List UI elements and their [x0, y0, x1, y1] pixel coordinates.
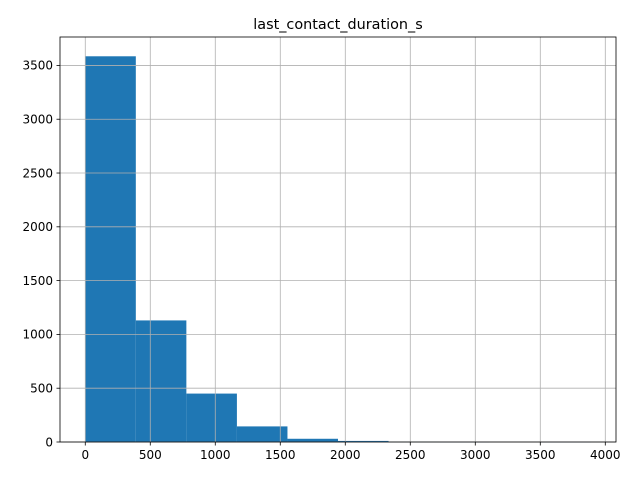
- axes-layer: [59, 36, 617, 443]
- y-tick-label: 1500: [22, 274, 53, 288]
- histogram-bar: [287, 438, 338, 442]
- histogram-bar: [135, 320, 187, 442]
- x-tick-label: 500: [139, 448, 162, 462]
- histogram-bar: [236, 426, 288, 442]
- histogram-bar: [85, 56, 136, 443]
- chart-title: last_contact_duration_s: [253, 17, 422, 33]
- histogram-bar: [338, 440, 389, 442]
- bars-layer: [85, 56, 591, 443]
- x-tick-label: 2500: [395, 448, 426, 462]
- x-tick-label: 3500: [525, 448, 556, 462]
- x-tick-label: 1000: [200, 448, 231, 462]
- x-tick-label: 2000: [330, 448, 361, 462]
- x-tick-label: 0: [81, 448, 89, 462]
- y-tick-label: 2000: [22, 220, 53, 234]
- y-tick-label: 2500: [22, 166, 53, 180]
- axes-frame: [59, 36, 617, 443]
- x-tick-label: 4000: [590, 448, 621, 462]
- y-tick-label: 1000: [22, 328, 53, 342]
- y-tick-label: 3000: [22, 113, 53, 127]
- y-tick-label: 0: [45, 435, 53, 449]
- x-tick-label: 3000: [460, 448, 491, 462]
- x-tick-label: 1500: [265, 448, 296, 462]
- y-tick-label: 3500: [22, 59, 53, 73]
- y-tick-label: 500: [30, 382, 53, 396]
- histogram-bar: [186, 393, 237, 442]
- ticks-layer: 0 500 1000 1500 2000 2500 3000 3500 4000 0 500 1000…: [22, 59, 620, 462]
